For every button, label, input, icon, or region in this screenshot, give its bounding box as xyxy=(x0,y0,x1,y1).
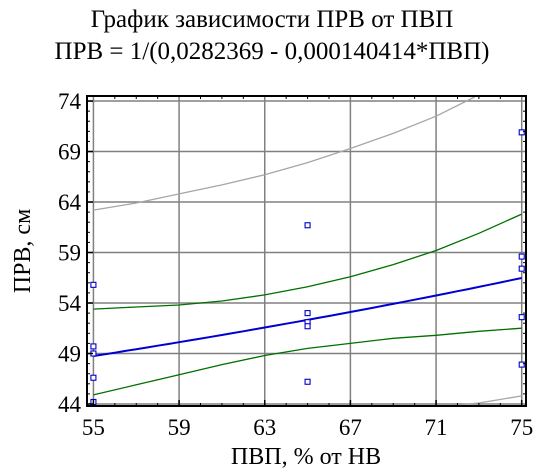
y-tick-label: 69 xyxy=(58,140,81,165)
data-point xyxy=(304,222,311,229)
data-point xyxy=(304,378,311,385)
chart-subtitle: ПРВ = 1/(0,0282369 - 0,000140414*ПВП) xyxy=(54,38,490,65)
x-tick-label: 75 xyxy=(510,415,533,440)
plot-frame xyxy=(86,95,527,407)
y-tick-label: 54 xyxy=(58,291,82,316)
y-tick-label: 59 xyxy=(58,241,81,266)
data-point xyxy=(518,129,525,136)
data-point xyxy=(518,314,525,321)
x-axis-label: ПВП, % от НВ xyxy=(231,444,381,470)
prediction-upper-line xyxy=(93,96,475,211)
y-tick-label: 49 xyxy=(58,341,81,366)
x-tick-label: 63 xyxy=(253,415,276,440)
x-tick-label: 67 xyxy=(339,415,362,440)
x-tick-label: 55 xyxy=(82,415,105,440)
data-point xyxy=(304,323,311,330)
data-point xyxy=(518,361,525,368)
data-point xyxy=(518,253,525,260)
chart-title: График зависимости ПРВ от ПВП xyxy=(90,6,454,33)
confidence-upper-line xyxy=(93,213,522,310)
y-axis-label: ПРВ, см xyxy=(10,209,36,294)
data-point xyxy=(90,343,97,350)
y-tick-label: 64 xyxy=(58,190,82,215)
data-point xyxy=(90,281,97,288)
plot-area xyxy=(87,96,526,406)
y-tick-label: 44 xyxy=(58,392,82,417)
grid-lines xyxy=(87,96,526,406)
data-point xyxy=(90,374,97,381)
data-points xyxy=(90,129,525,406)
y-tick-label: 74 xyxy=(58,89,82,114)
data-point xyxy=(518,265,525,272)
x-tick-label: 71 xyxy=(425,415,448,440)
x-tick-label: 59 xyxy=(168,415,191,440)
confidence-lower-line xyxy=(93,327,522,396)
axis-ticks: 55 59 63 67 71 75 44 49 54 59 64 69 74 xyxy=(58,89,533,440)
data-point xyxy=(304,310,311,317)
